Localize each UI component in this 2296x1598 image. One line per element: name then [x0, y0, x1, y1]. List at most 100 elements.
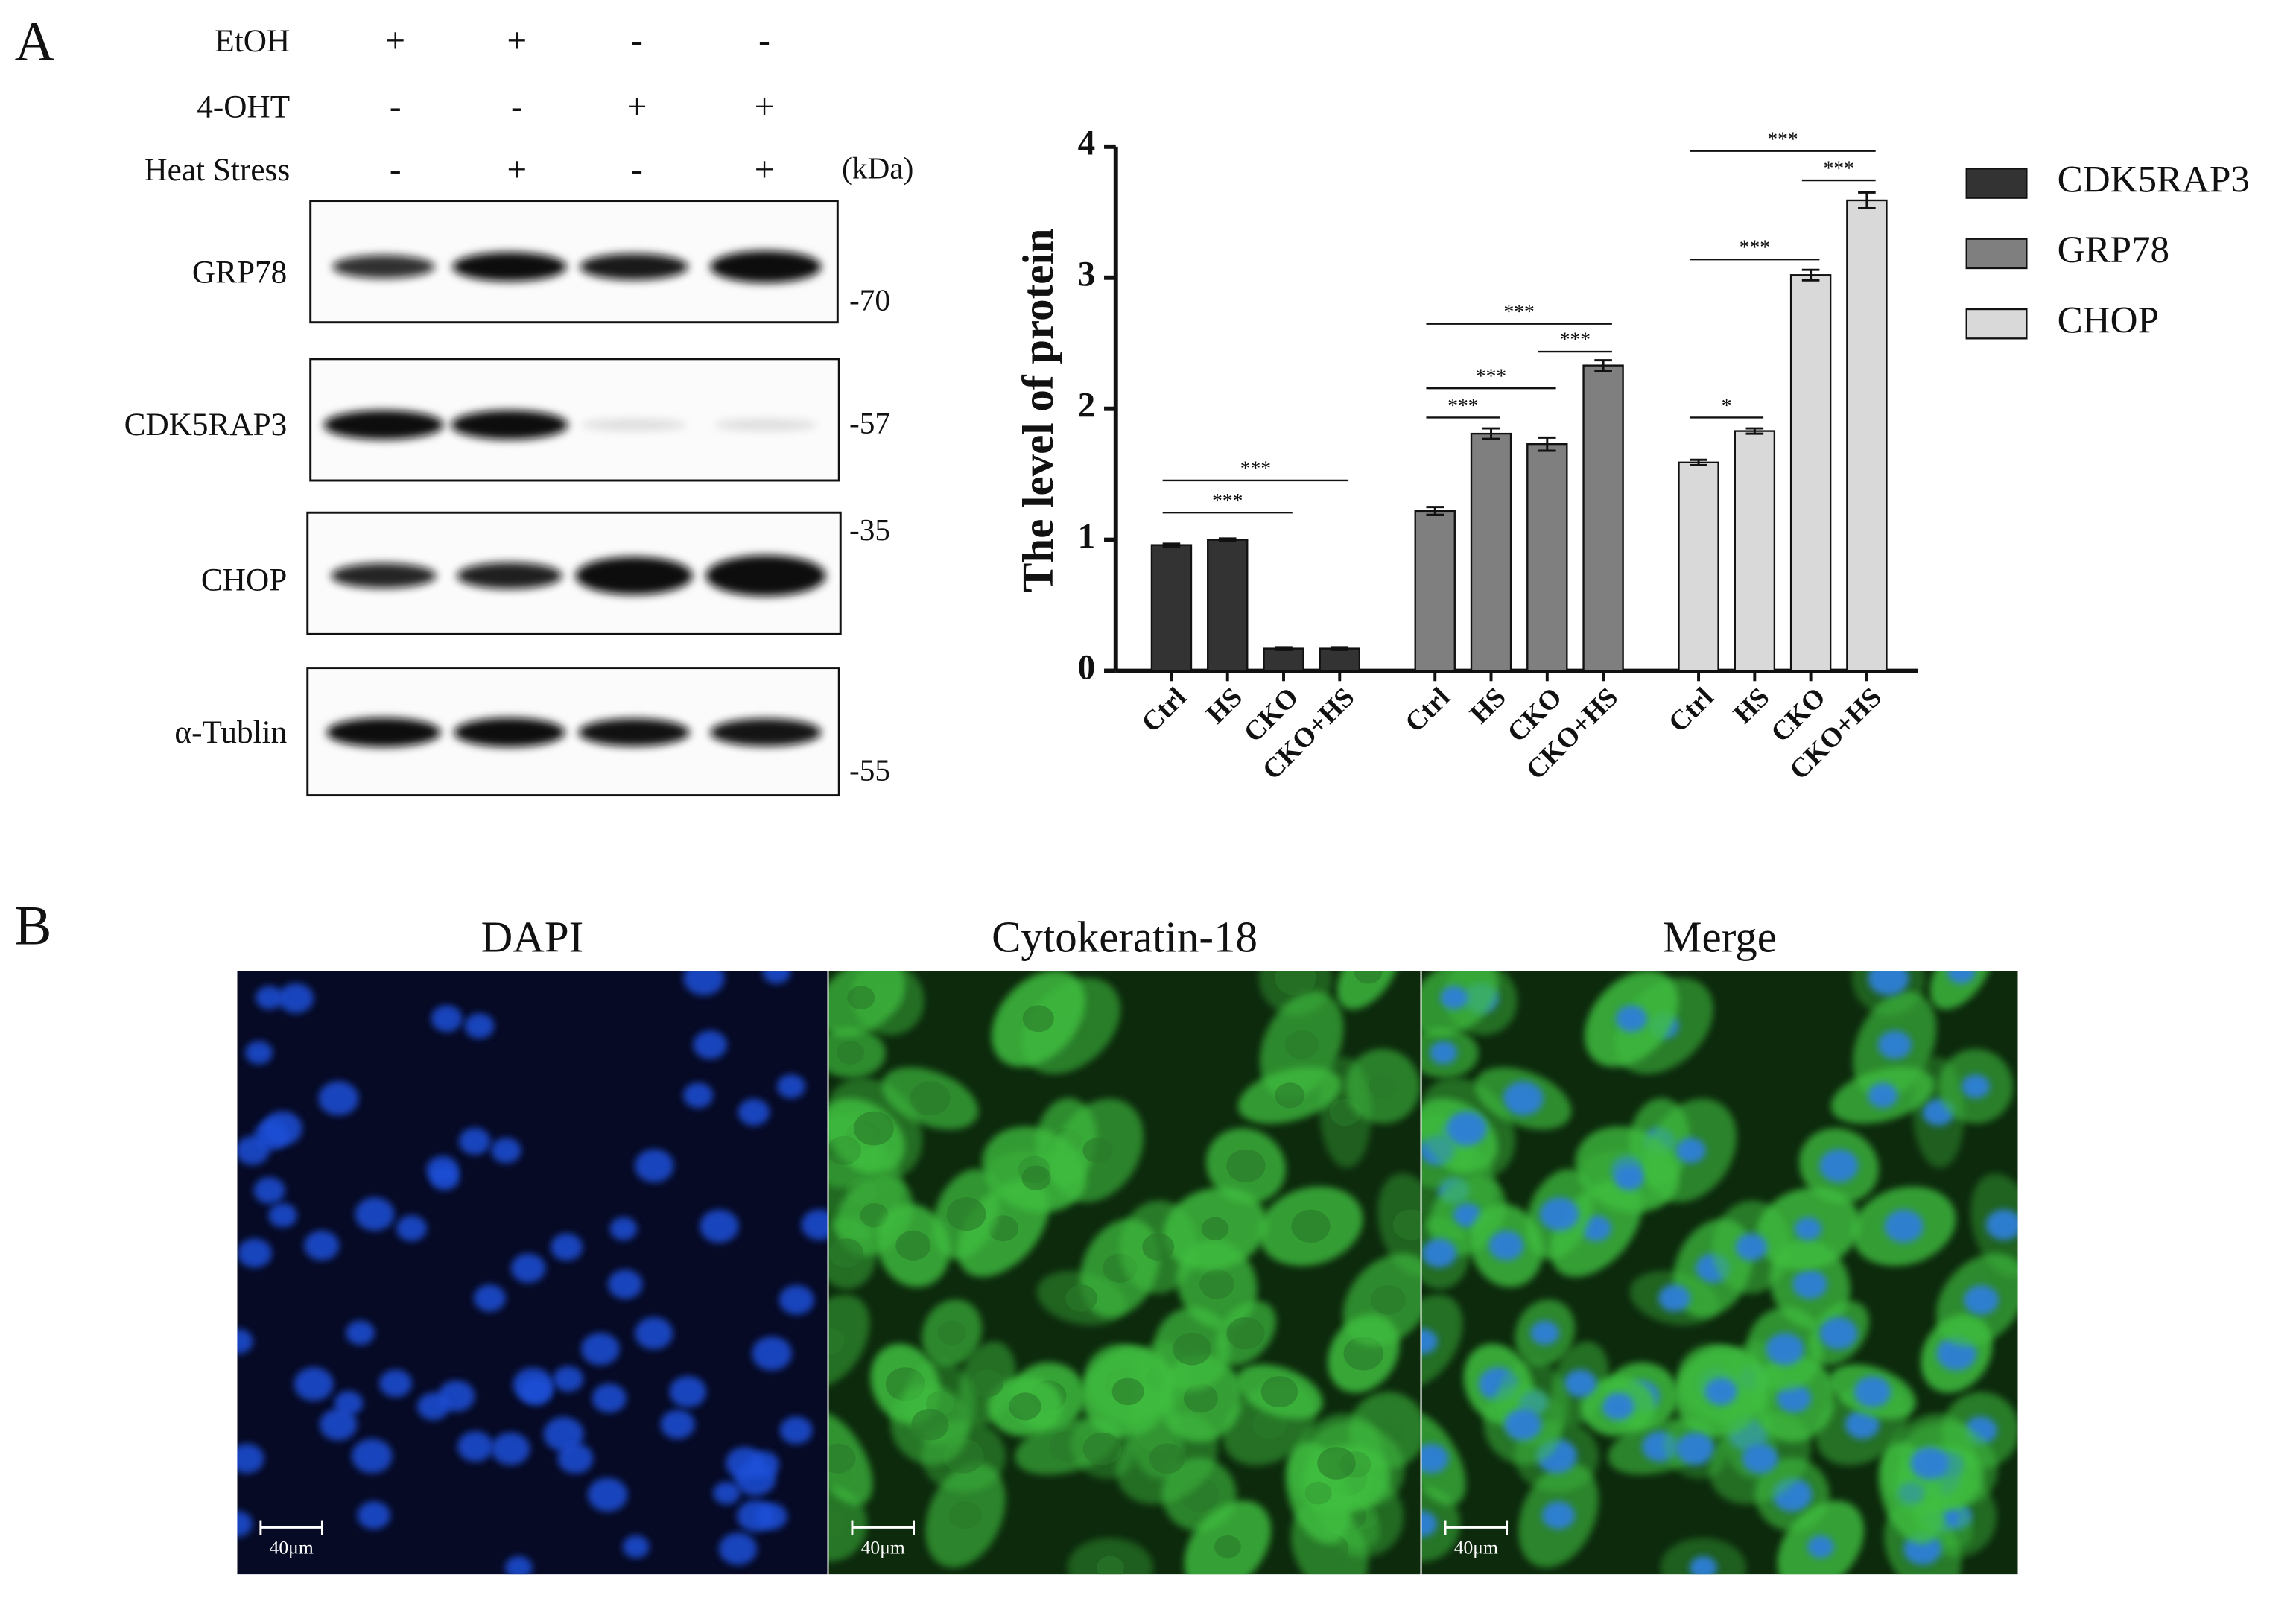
nucleus — [1615, 1005, 1647, 1033]
y-tick-label: 0 — [1078, 648, 1096, 687]
nucleus — [587, 1477, 628, 1512]
scale-bar-label: 40μm — [1454, 1537, 1498, 1559]
significance-label: *** — [1824, 156, 1854, 180]
nucleus — [660, 1410, 695, 1439]
nucleus — [1947, 971, 1976, 984]
nucleus-shadow — [1370, 1284, 1406, 1315]
nucleus — [1421, 1238, 1457, 1268]
nucleus — [1962, 1074, 1991, 1099]
band — [452, 252, 567, 282]
nucleus — [635, 1316, 673, 1350]
nucleus — [520, 1377, 553, 1406]
band — [323, 410, 444, 440]
nucleus — [304, 1230, 340, 1261]
nucleus — [357, 1501, 390, 1529]
bar — [1263, 647, 1304, 672]
nucleus — [1792, 1269, 1827, 1299]
nucleus — [1807, 1535, 1834, 1559]
nucleus — [1910, 1447, 1949, 1480]
micrograph — [828, 971, 1421, 1575]
nucleus-shadow — [1111, 1377, 1144, 1406]
condition-sign: + — [507, 22, 527, 60]
nucleus — [431, 1005, 463, 1033]
y-axis-label: The level of protein — [1013, 228, 1062, 592]
nucleus — [459, 1127, 491, 1155]
significance-label: *** — [1212, 489, 1243, 512]
blot-label: CDK5RAP3 — [124, 407, 288, 443]
blot-label: GRP78 — [192, 255, 287, 291]
nucleus — [1421, 1511, 1438, 1537]
nucleus — [726, 1447, 764, 1480]
y-tick-label: 1 — [1078, 517, 1096, 556]
nucleus — [278, 983, 314, 1014]
nucleus — [1766, 1332, 1804, 1366]
unit-label: (kDa) — [842, 151, 913, 186]
x-tick-label: Ctrl — [1136, 682, 1193, 738]
condition-sign: + — [755, 150, 775, 189]
nucleus — [1421, 1328, 1438, 1354]
nucleus — [1564, 1369, 1597, 1398]
band — [575, 557, 693, 595]
nucleus — [553, 1366, 584, 1392]
nucleus — [1690, 1556, 1717, 1575]
nucleus — [1614, 1165, 1644, 1190]
nucleus — [253, 1177, 285, 1204]
nucleus — [320, 1408, 358, 1441]
nucleus — [396, 1215, 428, 1242]
nucleus-shadow — [1082, 1432, 1122, 1465]
nucleus — [738, 1098, 770, 1126]
bar — [1582, 364, 1624, 672]
legend-swatch — [1965, 308, 2028, 340]
nucleus-shadow — [1096, 1556, 1124, 1575]
nucleus — [416, 1392, 450, 1421]
nucleus — [318, 1081, 359, 1116]
error-bar — [1426, 506, 1444, 516]
nucleus — [592, 1383, 627, 1413]
nucleus-shadow — [828, 1328, 845, 1354]
nucleus-shadow — [828, 1511, 845, 1537]
nucleus — [779, 1416, 813, 1445]
nucleus — [762, 971, 791, 984]
nucleus-shadow — [828, 1443, 856, 1474]
error-bar — [1162, 542, 1181, 548]
bar — [1414, 510, 1456, 672]
nucleus — [1853, 1376, 1891, 1408]
significance-label: *** — [1767, 127, 1798, 150]
legend-swatch — [1965, 168, 2028, 199]
nucleus-shadow — [910, 1081, 951, 1116]
nucleus-shadow — [971, 1369, 1004, 1398]
nucleus-shadow — [1354, 971, 1383, 984]
error-bar — [1218, 537, 1237, 542]
nucleus — [752, 1337, 792, 1371]
marker-label: -70 — [849, 283, 890, 317]
nucleus — [379, 1369, 413, 1398]
condition-sign: - — [631, 150, 643, 189]
nucleus-shadow — [1226, 1149, 1266, 1183]
nucleus — [1539, 1197, 1579, 1231]
nucleus-shadow — [1275, 971, 1316, 996]
condition-label: Heat Stress — [144, 152, 290, 188]
panel-label: A — [15, 10, 55, 72]
x-tick-label: Ctrl — [1663, 682, 1719, 738]
nucleus — [268, 1202, 297, 1228]
significance-label: *** — [1560, 328, 1591, 351]
significance-label: *** — [1447, 393, 1478, 416]
condition-sign: + — [627, 88, 647, 127]
image-title: Merge — [1663, 913, 1777, 962]
nucleus — [1742, 1443, 1778, 1474]
nucleus — [719, 1532, 758, 1565]
nucleus — [1675, 1432, 1715, 1465]
nucleus — [237, 1511, 253, 1537]
condition-sign: + — [755, 88, 775, 127]
nucleus-shadow — [847, 986, 875, 1010]
nucleus — [352, 1439, 393, 1474]
scale-bar-label: 40μm — [270, 1537, 314, 1559]
nucleus — [801, 1209, 828, 1240]
condition-sign: - — [631, 22, 643, 60]
nucleus-shadow — [895, 1230, 931, 1261]
nucleus-shadow — [1199, 1269, 1234, 1299]
nucleus — [609, 1217, 638, 1240]
nucleus — [1541, 1501, 1576, 1529]
nucleus — [1658, 1284, 1691, 1312]
